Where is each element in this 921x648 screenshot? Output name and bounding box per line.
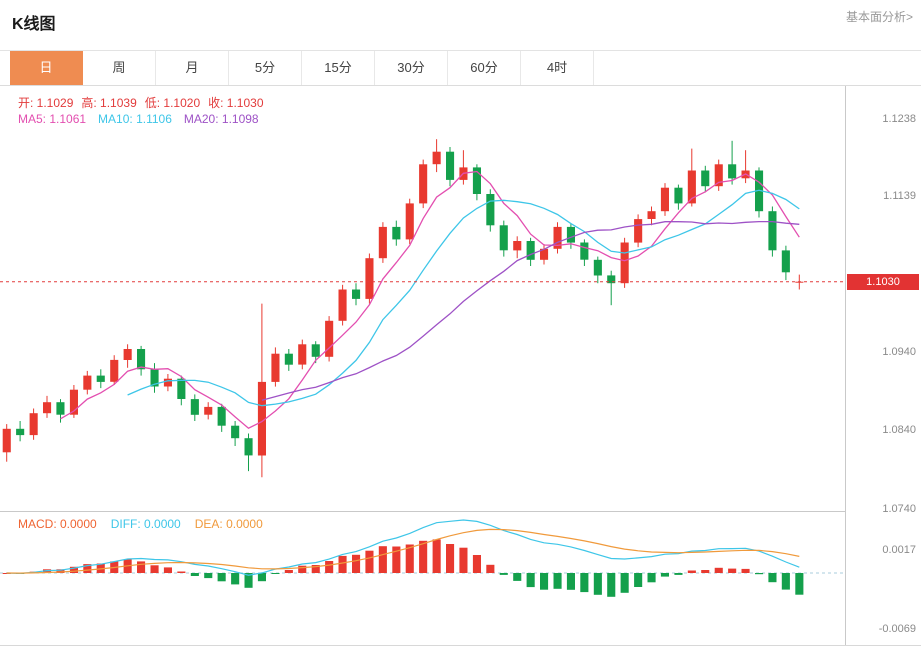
tab-60min[interactable]: 60分 <box>448 51 521 85</box>
price-tick: 1.1139 <box>883 190 916 203</box>
price-tick: 1.0940 <box>882 346 916 359</box>
price-tick: 1.0740 <box>882 502 916 515</box>
macd-legend: MACD: 0.0000 DIFF: 0.0000 DEA: 0.0000 <box>18 517 277 531</box>
tab-week[interactable]: 周 <box>83 51 156 85</box>
macd-value: MACD: 0.0000 <box>18 517 97 531</box>
dea-value: DEA: 0.0000 <box>194 517 263 531</box>
page-title: K线图 <box>12 16 56 33</box>
tab-day[interactable]: 日 <box>10 51 83 85</box>
close-value: 收: 1.1030 <box>208 96 264 110</box>
panel-divider <box>0 511 921 512</box>
ma5-value: MA5: 1.1061 <box>18 112 87 126</box>
tab-5min[interactable]: 5分 <box>229 51 302 85</box>
macd-axis-top-label: 0.0017 <box>882 544 916 556</box>
price-tick: 1.1238 <box>882 112 916 125</box>
ohlc-legend: 开: 1.1029 高: 1.1039 低: 1.1020 收: 1.1030 <box>18 94 272 111</box>
high-value: 高: 1.1039 <box>81 96 137 110</box>
ma20-value: MA20: 1.1098 <box>183 112 259 126</box>
candlestick-chart[interactable] <box>0 86 845 511</box>
price-axis: 1.1238 1.1139 1.0940 1.0840 1.0740 1.1030 0.… <box>845 86 921 645</box>
ma10-value: MA10: 1.1106 <box>98 112 172 126</box>
price-tick: 1.0840 <box>882 424 916 437</box>
macd-axis-bottom-label: -0.0069 <box>878 623 916 635</box>
chart-area: 开: 1.1029 高: 1.1039 低: 1.1020 收: 1.1030 MA5… <box>0 86 921 646</box>
timeframe-tabbar: 日 周 月 5分 15分 30分 60分 4时 <box>0 50 921 86</box>
macd-chart[interactable] <box>0 512 845 645</box>
ma-legend: MA5: 1.1061 MA10: 1.1106 MA20: 1.1098 <box>18 112 271 126</box>
fundamental-analysis-link[interactable]: 基本面分析> <box>845 10 913 24</box>
tab-30min[interactable]: 30分 <box>375 51 448 85</box>
tab-15min[interactable]: 15分 <box>302 51 375 85</box>
low-value: 低: 1.1020 <box>144 96 201 110</box>
diff-value: DIFF: 0.0000 <box>110 517 181 531</box>
header: K线图 基本面分析> <box>0 0 921 50</box>
open-value: 开: 1.1029 <box>18 96 74 110</box>
tab-month[interactable]: 月 <box>156 51 229 85</box>
tab-4hour[interactable]: 4时 <box>521 51 594 85</box>
current-price-badge: 1.1030 <box>847 273 919 290</box>
